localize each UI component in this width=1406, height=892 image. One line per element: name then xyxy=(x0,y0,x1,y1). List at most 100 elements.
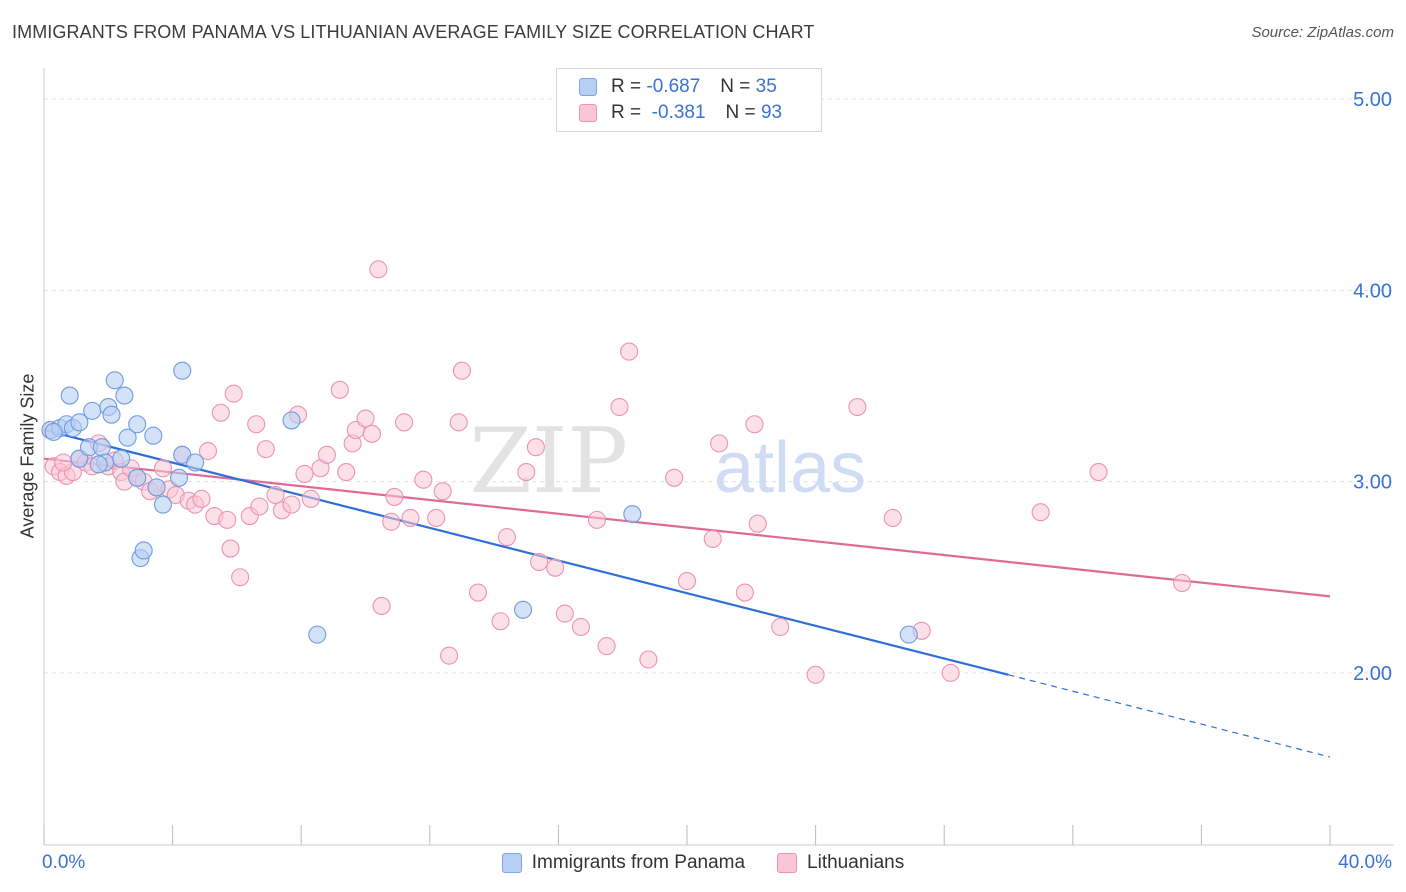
panama-point xyxy=(112,449,131,468)
panama-point xyxy=(83,401,102,420)
panama-swatch xyxy=(579,78,597,96)
panama-point xyxy=(513,600,533,619)
panama-point xyxy=(115,386,134,405)
watermark-atlas: atlas xyxy=(714,428,866,508)
panama-point xyxy=(118,428,137,447)
lithuanians-point xyxy=(401,508,420,528)
lithuanians-point xyxy=(665,468,684,487)
series-legend: Immigrants from Panama Lithuanians xyxy=(0,852,1406,874)
r-label: R = xyxy=(611,102,642,123)
watermark: ZIP atlas xyxy=(469,409,866,514)
lithuanians-point xyxy=(224,384,243,403)
n-label: N = xyxy=(720,76,751,97)
lithuanians-point xyxy=(372,596,391,615)
x-tick-max: 40.0% xyxy=(1338,852,1392,873)
lithuanians-point xyxy=(771,617,790,637)
lithuanians-point xyxy=(153,459,173,478)
lithuanians-point xyxy=(497,528,517,547)
lithuanians-point xyxy=(677,572,697,591)
panama-trend-extension xyxy=(1008,674,1331,758)
legend-item-panama: Immigrants from Panama xyxy=(501,852,746,874)
panama-points xyxy=(41,361,918,644)
panama-point xyxy=(44,422,63,441)
panama-point xyxy=(147,478,166,497)
r-label: R = xyxy=(611,76,642,97)
lithuanians-point xyxy=(221,539,240,558)
n-label: N = xyxy=(725,102,756,123)
x-tick-min: 0.0% xyxy=(42,852,86,873)
lithuanians-point xyxy=(1031,503,1050,522)
lithuanians-point xyxy=(211,403,230,422)
lithuanians-point xyxy=(941,663,960,682)
panama-point xyxy=(128,415,147,434)
panama-point xyxy=(60,386,79,405)
panama-point xyxy=(282,411,301,430)
lithuanians-point xyxy=(369,260,388,279)
panama-point xyxy=(92,438,111,457)
panama-legend-label: Immigrants from Panama xyxy=(531,852,746,873)
lithuanians-n-value: 93 xyxy=(760,102,783,123)
lithuanians-point xyxy=(491,612,510,631)
lithuanians-point xyxy=(703,529,722,549)
correlation-legend: R = -0.687 N = 35 R = -0.381 N = 93 xyxy=(556,68,822,132)
lithuanians-point xyxy=(301,489,320,508)
lithuanians-point xyxy=(282,495,301,514)
lithuanians-point xyxy=(218,510,237,529)
lithuanians-point xyxy=(587,510,607,529)
panama-point xyxy=(173,361,192,380)
lithuanians-point xyxy=(427,508,446,528)
lithuanians-point xyxy=(555,604,574,623)
panama-point xyxy=(89,455,108,474)
lithuanians-point xyxy=(440,646,459,665)
y-tick-label: 2.00 xyxy=(1353,663,1392,685)
panama-point xyxy=(105,371,124,390)
panama-point xyxy=(169,468,189,487)
lithuanians-point xyxy=(295,464,314,484)
legend-row-lithuanians: R = -0.381 N = 93 xyxy=(579,99,782,127)
panama-point xyxy=(186,453,205,472)
lithuanians-point xyxy=(748,514,767,533)
lithuanians-point xyxy=(517,463,536,482)
lithuanians-point xyxy=(620,342,639,361)
lithuanians-point xyxy=(433,482,452,501)
grid-lines xyxy=(44,98,1394,674)
lithuanians-point xyxy=(317,445,336,464)
lithuanians-point xyxy=(597,637,616,656)
panama-point xyxy=(308,625,327,644)
lithuanians-point xyxy=(231,568,250,587)
lithuanians-point xyxy=(735,583,754,602)
lithuanians-point xyxy=(414,470,433,489)
lithuanians-points xyxy=(41,260,1192,684)
lithuanians-point xyxy=(1173,573,1192,593)
lithuanians-point xyxy=(610,397,629,417)
lithuanians-point xyxy=(250,497,269,516)
lithuanians-point xyxy=(395,413,414,432)
panama-point xyxy=(134,541,153,560)
chart-title: IMMIGRANTS FROM PANAMA VS LITHUANIAN AVE… xyxy=(12,22,815,42)
panama-point xyxy=(128,468,147,487)
panama-legend-swatch xyxy=(501,853,522,873)
lithuanians-point xyxy=(806,665,825,684)
lithuanians-point xyxy=(337,463,356,482)
lithuanians-point xyxy=(362,424,381,443)
panama-point xyxy=(623,505,642,524)
lithuanians-point xyxy=(571,617,590,637)
lithuanians-point xyxy=(266,485,285,505)
lithuanians-point xyxy=(452,361,472,380)
legend-row-panama: R = -0.687 N = 35 xyxy=(579,73,777,101)
lithuanians-legend-label: Lithuanians xyxy=(807,852,905,873)
panama-n-value: 35 xyxy=(755,76,777,97)
watermark-zip: ZIP xyxy=(469,409,628,514)
lithuanians-point xyxy=(356,409,375,428)
lithuanians-point xyxy=(710,434,729,453)
lithuanians-point xyxy=(449,413,468,432)
y-tick-label: 3.00 xyxy=(1353,472,1392,494)
axes xyxy=(43,68,1394,846)
lithuanians-point xyxy=(468,583,488,602)
panama-trend-line xyxy=(43,428,1009,676)
panama-r-value: -0.687 xyxy=(646,76,701,97)
panama-point xyxy=(70,413,89,432)
lithuanians-point xyxy=(247,415,266,434)
y-tick-labels: 2.00 3.00 4.00 5.00 xyxy=(1353,89,1392,685)
